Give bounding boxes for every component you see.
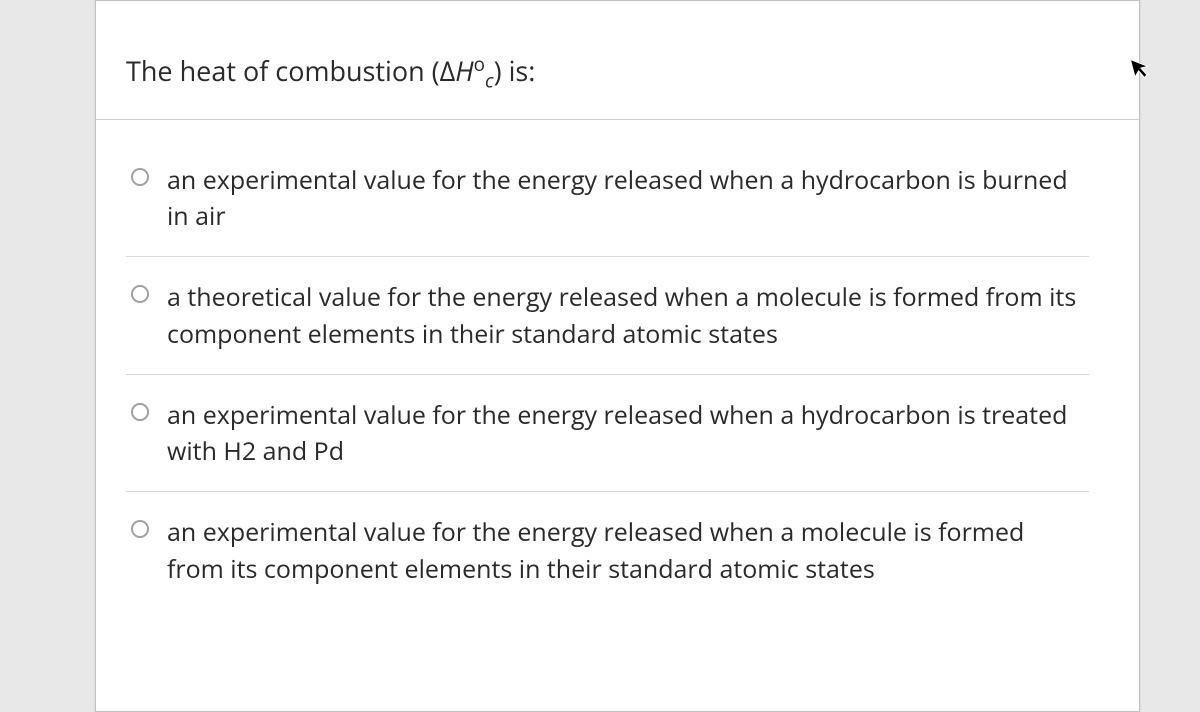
radio-icon[interactable]: [131, 520, 149, 538]
option-text: an experimental value for the energy rel…: [167, 397, 1079, 470]
option-row[interactable]: an experimental value for the energy rel…: [126, 492, 1089, 609]
formula-subscript: c: [485, 67, 494, 93]
radio-icon[interactable]: [131, 168, 149, 186]
question-prefix: The heat of combustion (Δ: [126, 52, 455, 89]
formula-h: H: [455, 52, 473, 89]
option-row[interactable]: an experimental value for the energy rel…: [126, 140, 1089, 258]
option-row[interactable]: an experimental value for the energy rel…: [126, 375, 1089, 493]
radio-icon[interactable]: [131, 285, 149, 303]
option-text: an experimental value for the energy rel…: [167, 162, 1079, 235]
question-text: The heat of combustion (ΔHoc) is:: [126, 51, 1099, 94]
question-suffix: ) is:: [494, 52, 536, 89]
option-row[interactable]: a theoretical value for the energy relea…: [126, 257, 1089, 375]
radio-icon[interactable]: [131, 403, 149, 421]
question-area: The heat of combustion (ΔHoc) is:: [96, 1, 1139, 120]
options-area: an experimental value for the energy rel…: [96, 120, 1139, 629]
formula-superscript: o: [474, 51, 485, 77]
quiz-card: The heat of combustion (ΔHoc) is: an exp…: [95, 0, 1140, 712]
option-text: a theoretical value for the energy relea…: [167, 279, 1079, 352]
option-text: an experimental value for the energy rel…: [167, 514, 1079, 587]
